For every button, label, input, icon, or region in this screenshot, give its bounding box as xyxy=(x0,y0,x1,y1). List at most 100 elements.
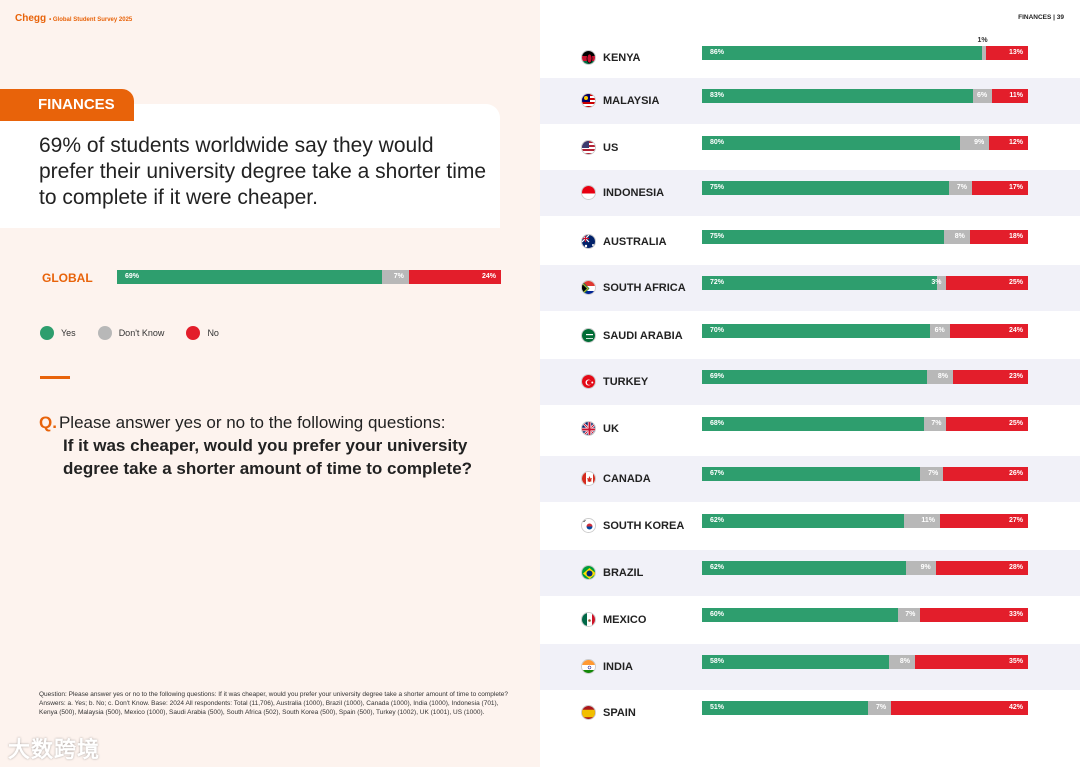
legend-dont-know: Don't Know xyxy=(97,326,165,340)
dk-segment: 6% xyxy=(972,89,993,103)
country-row-mexico: MEXICO 60% 7% 33% xyxy=(540,597,1080,643)
value-label: 26% xyxy=(1008,470,1023,477)
no-segment: 27% xyxy=(939,514,1028,528)
value-label: 23% xyxy=(1008,373,1023,380)
value-label: 60% xyxy=(710,611,725,618)
country-bar: 67% 7% 26% xyxy=(702,467,1028,481)
no-segment: 17% xyxy=(972,181,1028,195)
dk-segment: 8% xyxy=(944,230,970,244)
yes-segment: 80% xyxy=(702,136,961,150)
yes-segment: 72% xyxy=(702,276,937,290)
dk-segment: 7% xyxy=(868,701,892,715)
legend-yes: Yes xyxy=(40,326,76,340)
value-label: 62% xyxy=(710,517,725,524)
footnote: Question: Please answer yes or no to the… xyxy=(39,691,508,716)
global-bar: 69% 7% 24% xyxy=(117,270,501,284)
value-label: 17% xyxy=(1008,184,1023,191)
dk-segment: 9% xyxy=(960,136,990,150)
yes-segment: 58% xyxy=(702,655,890,669)
value-label: 68% xyxy=(710,420,725,427)
yes-segment: 67% xyxy=(702,467,921,481)
no-segment: 25% xyxy=(946,417,1028,431)
no-segment: 12% xyxy=(989,136,1028,150)
country-bar: 75% 8% 18% xyxy=(702,230,1028,244)
dk-segment: 8% xyxy=(926,370,954,384)
country-name: INDIA xyxy=(603,661,633,673)
global-dk-segment: 7% xyxy=(381,270,409,284)
value-label: 7% xyxy=(956,184,968,191)
country-bar: 62% 11% 27% xyxy=(702,514,1028,528)
value-label: 69% xyxy=(710,373,725,380)
value-label: 72% xyxy=(710,279,725,286)
value-label: 51% xyxy=(710,704,725,711)
value-label: 83% xyxy=(710,92,725,99)
country-bar: 75% 7% 17% xyxy=(702,181,1028,195)
watermark: 大数跨境 xyxy=(8,737,101,762)
south-korea-flag-icon xyxy=(581,518,596,533)
no-segment: 25% xyxy=(946,276,1028,290)
no-segment: 33% xyxy=(920,608,1028,622)
yes-segment: 51% xyxy=(702,701,869,715)
dk-segment: 3% xyxy=(931,276,947,290)
no-segment: 11% xyxy=(992,89,1028,103)
country-row-saudi-arabia: SAUDI ARABIA 70% 6% 24% xyxy=(540,313,1080,359)
question-bold: If it was cheaper, would you prefer your… xyxy=(63,436,473,478)
global-label: GLOBAL xyxy=(42,271,93,285)
global-dk-label: 7% xyxy=(393,273,404,280)
country-bar: 68% 7% 25% xyxy=(702,417,1028,431)
no-segment: 42% xyxy=(891,701,1028,715)
country-row-uk: UK 68% 7% 25% xyxy=(540,406,1080,452)
dk-segment: 8% xyxy=(889,655,916,669)
value-label: 80% xyxy=(710,139,725,146)
legend-dk-label: Don't Know xyxy=(118,328,165,338)
saudi-arabia-flag-icon xyxy=(581,328,596,343)
no-segment: 13% xyxy=(985,46,1028,60)
brand-logo: Chegg xyxy=(15,13,47,24)
country-bar: 72% 3% 25% xyxy=(702,276,1028,290)
value-label: 35% xyxy=(1008,658,1023,665)
country-name: UK xyxy=(603,423,619,435)
global-yes-label: 69% xyxy=(125,273,140,280)
country-bar: 83% 6% 11% xyxy=(702,89,1028,103)
dk-segment: 7% xyxy=(897,608,921,622)
brazil-flag-icon xyxy=(581,565,596,580)
no-segment: 35% xyxy=(915,655,1028,669)
country-row-india: INDIA 58% 8% 35% xyxy=(540,644,1080,690)
mexico-flag-icon xyxy=(581,612,596,627)
brand-header: Chegg • Global Student Survey 2025 xyxy=(15,13,132,24)
country-name: MALAYSIA xyxy=(603,95,660,107)
yes-segment: 86% xyxy=(702,46,983,60)
dk-segment: 7% xyxy=(948,181,973,195)
dk-segment: 9% xyxy=(906,561,936,575)
country-bar: 86% 1% 13% xyxy=(702,37,1028,60)
question-marker: Q. xyxy=(39,413,57,432)
legend: Yes Don't Know No xyxy=(40,326,241,340)
value-label: 7% xyxy=(875,704,887,711)
value-label: 13% xyxy=(1008,49,1023,56)
country-name: SPAIN xyxy=(603,707,636,719)
country-name: US xyxy=(603,142,619,154)
country-name: SAUDI ARABIA xyxy=(603,330,683,342)
legend-dk-dot xyxy=(97,326,112,340)
value-label: 9% xyxy=(974,139,985,146)
india-flag-icon xyxy=(581,659,596,674)
country-row-south-africa: SOUTH AFRICA 72% 3% 25% xyxy=(540,265,1080,311)
australia-flag-icon xyxy=(581,234,596,249)
country-name: MEXICO xyxy=(603,614,647,626)
country-bar: 62% 9% 28% xyxy=(702,561,1028,575)
legend-no-label: No xyxy=(207,328,219,338)
value-label: 11% xyxy=(921,517,935,524)
dk-segment: 11% xyxy=(904,514,940,528)
value-label: 24% xyxy=(1008,327,1023,334)
value-label: 70% xyxy=(710,327,725,334)
country-bar: 70% 6% 24% xyxy=(702,324,1028,338)
country-name: BRAZIL xyxy=(603,567,644,579)
country-row-indonesia: INDONESIA 75% 7% 17% xyxy=(540,170,1080,216)
global-no-segment: 24% xyxy=(408,270,501,284)
value-label: 1% xyxy=(977,37,988,44)
value-label: 62% xyxy=(710,564,725,571)
country-row-spain: SPAIN 51% 7% 42% xyxy=(540,690,1080,736)
value-label: 25% xyxy=(1008,420,1023,427)
turkey-flag-icon xyxy=(581,374,596,389)
country-row-brazil: BRAZIL 62% 9% 28% xyxy=(540,550,1080,596)
